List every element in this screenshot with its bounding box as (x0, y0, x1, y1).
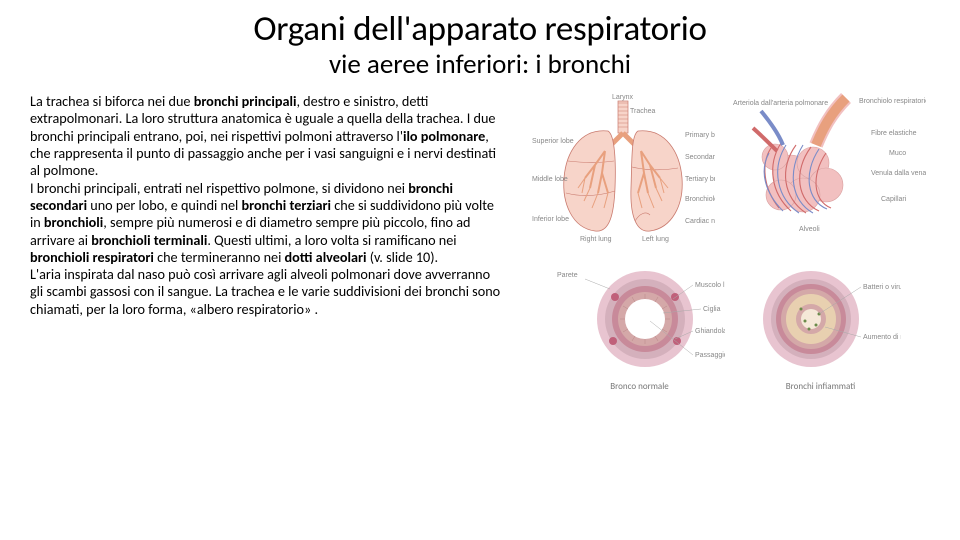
page-subtitle: vie aeree inferiori: i bronchi (0, 48, 960, 81)
lbl: Passaggio d'aria (695, 352, 725, 359)
lungs-figure: Larynx Trachea Superior lobe Middle lobe… (530, 93, 715, 243)
lbl: Capillari (881, 196, 907, 203)
lbl: Venula dalla vena polmonare (871, 170, 926, 177)
lbl: Bronchiolo respiratorio (859, 98, 926, 105)
t: I bronchi principali, entrati nel rispet… (30, 179, 408, 197)
t: La trachea si biforca nei due (30, 92, 194, 110)
lbl: Ciglia (703, 306, 721, 313)
figure-row-top: Larynx Trachea Superior lobe Middle lobe… (530, 93, 926, 243)
lbl: Secondary bronchi (685, 154, 715, 161)
lbl: Trachea (630, 108, 656, 115)
lbl: Parete (557, 272, 578, 279)
lbl: Superior lobe (532, 138, 574, 145)
lbl: Aumento di muco (863, 334, 901, 341)
caption: Bronchi infiammati (786, 381, 855, 392)
cross-normal-figure: Parete Muscolo liscio Ciglia Ghiandola m… (555, 259, 725, 392)
t: che termineranno nei (157, 248, 284, 266)
t: (v. slide 10). (370, 248, 438, 266)
lbl: Right lung (580, 236, 612, 243)
t: . Questi ultimi, a loro volta si ramific… (207, 231, 456, 249)
cross-inflamed-figure: Batteri o virus Aumento di muco Bronchi … (741, 259, 901, 392)
lbl: Arteriola dall'arteria polmonare (733, 100, 828, 107)
lbl: Fibre elastiche (871, 130, 917, 137)
lbl: Alveoli (799, 226, 820, 233)
lbl: Inferior lobe (532, 216, 569, 223)
lbl: Ghiandola mucosa (695, 328, 725, 335)
lbl: Larynx (612, 94, 634, 101)
alveoli-figure: Arteriola dall'arteria polmonare Bronchi… (731, 93, 926, 243)
lbl: Tertiary bronchi (685, 176, 715, 183)
t: uno per lobo, e quindi nel (90, 196, 241, 214)
lbl: Batteri o virus (863, 284, 901, 291)
page-title: Organi dell'apparato respiratorio (0, 0, 960, 50)
lbl: Middle lobe (532, 176, 568, 183)
content-area: La trachea si biforca nei due bronchi pr… (0, 81, 960, 392)
term: bronchi terziari (241, 196, 334, 214)
term: ilo polmonare (403, 127, 485, 145)
caption: Bronco normale (610, 381, 669, 392)
lbl: Bronchioles (685, 196, 715, 203)
term: bronchioli respiratori (30, 248, 157, 266)
figure-column: Larynx Trachea Superior lobe Middle lobe… (505, 93, 930, 392)
lbl: Primary bronchus (685, 132, 715, 139)
lbl: Cardiac notch (685, 218, 715, 225)
term: bronchi principali (194, 92, 297, 110)
lbl: Muscolo liscio (695, 282, 725, 289)
term: bronchioli (44, 213, 103, 231)
lbl: Muco (889, 150, 906, 157)
term: dotti alveolari (285, 248, 370, 266)
lbl: Left lung (642, 236, 669, 243)
t: L'aria inspirata dal naso può così arriv… (30, 266, 505, 318)
figure-row-bottom: Parete Muscolo liscio Ciglia Ghiandola m… (555, 259, 901, 392)
term: bronchioli terminali (91, 231, 207, 249)
body-text: La trachea si biforca nei due bronchi pr… (30, 93, 505, 392)
